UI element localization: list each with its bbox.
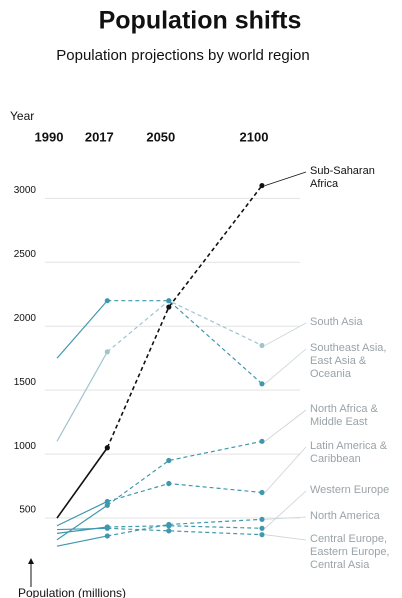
point: [259, 381, 265, 387]
point: [166, 457, 172, 464]
point: [104, 445, 110, 451]
line-observed: [56, 447, 108, 519]
chart-title: Population shifts: [99, 7, 302, 35]
point: [104, 349, 110, 355]
legend-label: North America: [310, 510, 380, 522]
legend-label: Central Europe, Eastern Europe, Central …: [310, 533, 390, 571]
line-projected: [106, 440, 263, 506]
leader-line: [264, 490, 307, 529]
y-tick-label: 2500: [14, 249, 37, 260]
legend-label: North Africa & Middle East: [310, 403, 378, 428]
leader-line: [264, 171, 307, 186]
point: [259, 525, 265, 531]
point: [166, 304, 172, 310]
chart-subtitle: Population projections by world region: [56, 47, 309, 64]
line-observed: [56, 527, 108, 531]
point: [166, 521, 172, 528]
point: [259, 489, 265, 496]
point: [259, 182, 265, 189]
y-tick-label: 2000: [14, 313, 37, 324]
point: [104, 502, 110, 508]
line-projected: [107, 300, 263, 385]
point: [104, 298, 110, 304]
legend-label: Western Europe: [310, 484, 390, 496]
leader-line: [264, 348, 307, 385]
y-tick-label: 3000: [14, 185, 37, 196]
point: [104, 525, 110, 531]
point: [259, 532, 265, 538]
point: [259, 342, 265, 349]
line-projected: [107, 525, 263, 529]
point: [259, 516, 265, 522]
line-observed: [56, 351, 108, 442]
leader-line: [264, 446, 307, 493]
point: [166, 298, 172, 304]
y-tick-label: 1500: [14, 377, 37, 388]
leader-line: [264, 409, 307, 442]
x-axis-label: Year: [10, 109, 34, 123]
axis-arrow-head: [28, 558, 34, 564]
line-observed: [56, 500, 108, 527]
leader-line: [264, 322, 307, 346]
legend-label: Latin America & Caribbean: [310, 440, 388, 465]
leader-line: [264, 534, 307, 541]
legend-label: Southeast Asia, East Asia & Oceania: [310, 342, 387, 380]
line-projected: [107, 518, 263, 537]
point: [166, 480, 172, 487]
y-tick-label: 1000: [14, 441, 37, 452]
legend-label: South Asia: [310, 316, 363, 328]
line-projected: [106, 185, 263, 449]
point: [166, 528, 172, 534]
line-observed: [56, 504, 108, 541]
point: [259, 438, 265, 444]
point: [104, 533, 110, 539]
legend-label: Sub-Saharan Africa: [310, 165, 375, 190]
x-tick-label: 2050: [146, 129, 175, 144]
line-observed: [56, 300, 108, 359]
x-tick-label: 1990: [35, 129, 64, 144]
line-projected: [107, 482, 263, 503]
leader-line: [264, 516, 307, 520]
line-observed: [56, 535, 108, 547]
x-tick-label: 2100: [240, 129, 269, 144]
y-tick-label: 500: [19, 505, 36, 516]
point: [104, 498, 110, 505]
y-axis-label: Population (millions): [18, 586, 126, 598]
x-tick-label: 2017: [85, 129, 114, 144]
